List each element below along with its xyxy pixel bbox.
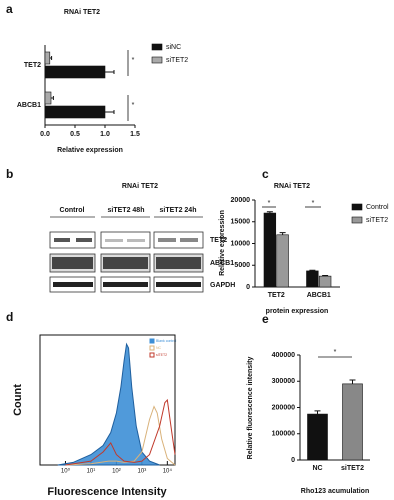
error-bar [105,70,115,74]
annotation: * [132,102,135,109]
x-tick-label: TET2 [268,292,285,299]
y-tick-label: 300000 [272,378,295,385]
y-tick-label: TET2 [24,62,41,69]
brackets [127,50,352,358]
bar [318,275,332,288]
error-bar [266,211,273,214]
error-bar [349,379,356,384]
bar [306,270,319,288]
blot-row: TET2 [210,237,227,244]
x-tick-label: 10³ [138,469,147,475]
y-tick-label: 0 [246,284,250,291]
x-tick-label: 1.0 [100,131,110,138]
y-tick-label: 20000 [231,197,251,204]
bar [44,105,106,119]
y-axis-label: Relative fluorescence intensity [247,357,254,460]
chart-title: RNAi TET2 [274,183,310,190]
y-tick-label: 100000 [272,431,295,438]
x-axis-label: Relative expression [57,147,123,154]
legend-label: Blank control [156,339,176,343]
y-tick-label: 15000 [231,219,251,226]
x-tick-label: ABCB1 [307,292,331,299]
legend-label: siTET2 [366,217,388,224]
blot-column: siTET2 48h [108,207,145,214]
histogram-curve [57,342,160,466]
x-tick-label: 10⁰ [61,468,71,475]
y-tick-label: 0 [291,457,295,464]
legend-label: siTET2 [156,353,167,357]
annotation: * [334,349,337,356]
bar [44,91,52,105]
bar [276,234,289,288]
legend-label: siTET2 [166,57,188,64]
y-tick-label: 10000 [231,240,251,247]
histogram-curve [65,405,176,466]
x-axis-label: Rho123 acumulation [301,488,369,495]
western-blot: RNAi TET2 Control siTET2 48h siTET2 24h … [49,183,235,293]
error-bar [279,232,286,235]
y-tick-label: 400000 [272,352,295,359]
error-bar [309,269,316,271]
legend-swatch [149,338,155,344]
error-bar [314,410,321,415]
bar [342,383,363,461]
bar [307,413,328,461]
panel-label: e [262,312,269,326]
annotation: * [268,200,271,207]
panel-label: b [6,167,13,181]
bar [44,51,51,65]
y-tick-label: ABCB1 [17,102,41,109]
x-tick-label: 10⁴ [163,468,173,475]
x-axis-label: Fluorescence Intensity [47,486,167,498]
blot-title: RNAi TET2 [122,183,158,190]
error-bar [49,56,53,60]
annotation: * [312,200,315,207]
chart-title: RNAi TET2 [64,9,100,16]
x-tick-label: 1.5 [130,131,140,138]
blot-column: Control [60,207,85,214]
x-tick-label: 0.0 [40,131,50,138]
x-tick-label: 10² [112,469,121,475]
legend-swatch [151,43,163,51]
y-axis-label: Count [12,384,24,416]
legend-swatch [151,56,163,64]
x-tick-label: 10¹ [87,469,96,475]
bar [263,212,277,288]
legend-swatch [351,203,363,211]
histogram-curve [65,398,176,466]
legend-label: NC [156,346,162,350]
x-tick-label: NC [312,465,322,472]
error-bar [322,274,329,277]
legend-swatch [351,216,363,224]
legend-swatch [149,352,155,358]
blot-row: ABCB1 [210,260,234,267]
error-bar [105,110,115,114]
blot-row: GAPDH [210,282,235,289]
blot-column: siTET2 24h [160,207,197,214]
y-tick-label: 5000 [234,262,250,269]
panel-label: c [262,167,269,181]
panel-label: a [6,2,13,16]
legend-label: siNC [166,44,181,51]
y-tick-label: 200000 [272,404,295,411]
error-bar [51,96,54,100]
y-axis-label: Relative expression [219,210,226,276]
bar [44,65,106,79]
x-tick-label: 0.5 [70,131,80,138]
legend-label: Control [366,204,389,211]
x-axis-label: protein expression [266,308,329,315]
annotation: * [132,57,135,64]
x-tick-label: siTET2 [341,465,364,472]
legend-swatch [149,345,155,351]
panel-label: d [6,310,13,324]
